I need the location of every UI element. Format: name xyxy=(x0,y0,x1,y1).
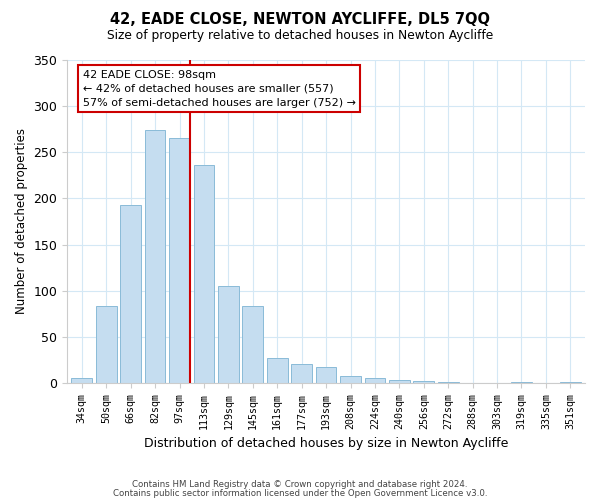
Bar xyxy=(242,306,263,383)
Bar xyxy=(218,286,239,383)
Bar xyxy=(389,380,410,383)
Bar xyxy=(560,382,581,383)
Bar xyxy=(71,378,92,383)
Text: 42 EADE CLOSE: 98sqm
← 42% of detached houses are smaller (557)
57% of semi-deta: 42 EADE CLOSE: 98sqm ← 42% of detached h… xyxy=(83,70,356,108)
Bar xyxy=(169,138,190,383)
X-axis label: Distribution of detached houses by size in Newton Aycliffe: Distribution of detached houses by size … xyxy=(144,437,508,450)
Text: Contains public sector information licensed under the Open Government Licence v3: Contains public sector information licen… xyxy=(113,488,487,498)
Text: Size of property relative to detached houses in Newton Aycliffe: Size of property relative to detached ho… xyxy=(107,29,493,42)
Bar xyxy=(291,364,312,383)
Text: 42, EADE CLOSE, NEWTON AYCLIFFE, DL5 7QQ: 42, EADE CLOSE, NEWTON AYCLIFFE, DL5 7QQ xyxy=(110,12,490,28)
Bar xyxy=(96,306,116,383)
Bar xyxy=(340,376,361,383)
Text: Contains HM Land Registry data © Crown copyright and database right 2024.: Contains HM Land Registry data © Crown c… xyxy=(132,480,468,489)
Bar xyxy=(511,382,532,383)
Bar xyxy=(316,368,337,383)
Bar xyxy=(365,378,385,383)
Bar xyxy=(438,382,458,383)
Bar xyxy=(413,381,434,383)
Bar xyxy=(120,205,141,383)
Bar xyxy=(145,130,166,383)
Bar xyxy=(194,165,214,383)
Bar xyxy=(267,358,287,383)
Y-axis label: Number of detached properties: Number of detached properties xyxy=(15,128,28,314)
